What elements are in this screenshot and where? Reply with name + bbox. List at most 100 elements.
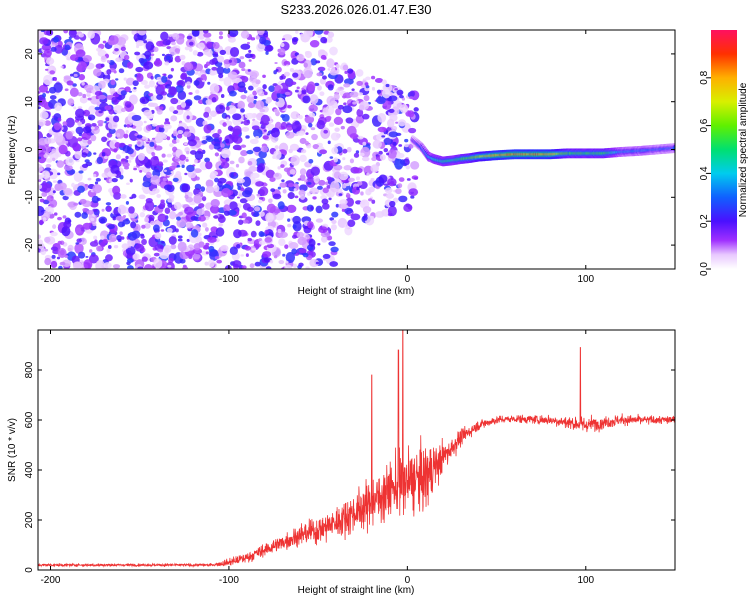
noise-speck (255, 220, 261, 226)
noise-speck (188, 92, 193, 95)
noise-speck (86, 92, 91, 98)
noise-speck (295, 30, 299, 34)
noise-speck (177, 133, 183, 139)
noise-speck (106, 69, 112, 75)
noise-speck (265, 99, 271, 105)
noise-speck (362, 215, 368, 221)
noise-speck (122, 38, 126, 42)
noise-speck (207, 81, 211, 85)
noise-speck (161, 153, 166, 158)
noise-speck (84, 84, 94, 92)
noise-speck (177, 90, 187, 100)
noise-speck (139, 212, 146, 218)
noise-speck (81, 132, 91, 141)
noise-speck (327, 31, 335, 38)
noise-speck (228, 57, 238, 66)
noise-speck (148, 92, 154, 97)
y-tick-label: 10 (24, 96, 35, 108)
noise-speck (66, 80, 74, 86)
noise-speck (171, 41, 176, 46)
noise-speck (326, 58, 335, 69)
noise-speck (172, 146, 178, 153)
noise-speck (291, 37, 299, 43)
noise-speck (157, 248, 164, 253)
noise-speck (169, 211, 177, 220)
noise-speck (262, 84, 267, 90)
noise-speck (201, 196, 207, 202)
noise-speck (314, 30, 324, 35)
noise-speck (392, 141, 397, 146)
noise-speck (39, 198, 45, 203)
noise-speck (279, 182, 287, 188)
noise-speck (248, 166, 258, 172)
noise-speck (244, 53, 253, 59)
noise-speck (67, 247, 72, 252)
noise-speck (194, 176, 200, 181)
noise-speck (168, 59, 173, 63)
noise-speck (115, 78, 119, 81)
noise-speck (280, 114, 286, 119)
noise-speck (277, 201, 285, 210)
noise-speck (280, 164, 285, 168)
noise-speck (150, 175, 161, 185)
noise-speck (342, 148, 348, 154)
noise-speck (94, 106, 101, 111)
noise-speck (215, 104, 226, 114)
noise-speck (122, 215, 127, 218)
noise-speck (322, 253, 331, 259)
noise-speck (323, 129, 328, 134)
noise-speck (214, 177, 219, 183)
noise-speck (381, 135, 386, 138)
noise-speck (208, 245, 215, 252)
noise-speck (286, 121, 290, 124)
noise-speck (198, 191, 204, 196)
noise-speck (245, 135, 250, 139)
noise-speck (247, 102, 255, 109)
noise-speck (154, 106, 160, 111)
noise-speck (359, 152, 365, 157)
noise-speck (39, 167, 44, 171)
noise-speck (193, 168, 202, 174)
noise-speck (305, 50, 312, 59)
noise-speck (255, 136, 260, 140)
noise-speck (134, 51, 141, 56)
noise-speck (38, 119, 46, 127)
noise-speck (223, 210, 230, 216)
noise-speck (338, 171, 349, 181)
noise-speck (220, 143, 225, 148)
noise-speck (255, 35, 260, 40)
noise-speck (168, 257, 174, 264)
noise-speck (328, 241, 336, 247)
noise-speck (320, 36, 328, 44)
noise-speck (102, 40, 107, 44)
noise-speck (92, 222, 97, 227)
noise-speck (153, 252, 160, 257)
noise-speck (78, 132, 83, 137)
noise-speck (43, 74, 53, 86)
noise-speck (345, 117, 354, 124)
noise-speck (328, 122, 335, 127)
noise-speck (327, 68, 331, 71)
noise-speck (125, 246, 136, 256)
noise-speck (304, 234, 310, 240)
snr-panel: -200 -100 0 100 0 200 400 600 800 Height of str… (7, 329, 676, 596)
noise-speck (273, 255, 278, 259)
noise-speck (396, 89, 404, 96)
noise-speck (228, 30, 239, 37)
noise-speck (322, 187, 329, 194)
noise-speck (305, 266, 310, 269)
noise-speck (259, 108, 266, 113)
noise-speck (152, 123, 158, 127)
noise-speck (217, 55, 225, 63)
noise-speck (315, 261, 320, 265)
noise-speck (277, 166, 281, 170)
noise-speck (252, 146, 262, 153)
noise-speck (82, 109, 90, 117)
noise-speck (160, 31, 169, 41)
noise-speck (184, 118, 192, 123)
noise-speck (232, 113, 242, 121)
noise-speck (349, 133, 359, 140)
noise-speck (105, 202, 112, 206)
noise-speck (78, 33, 85, 38)
noise-speck (205, 61, 211, 67)
